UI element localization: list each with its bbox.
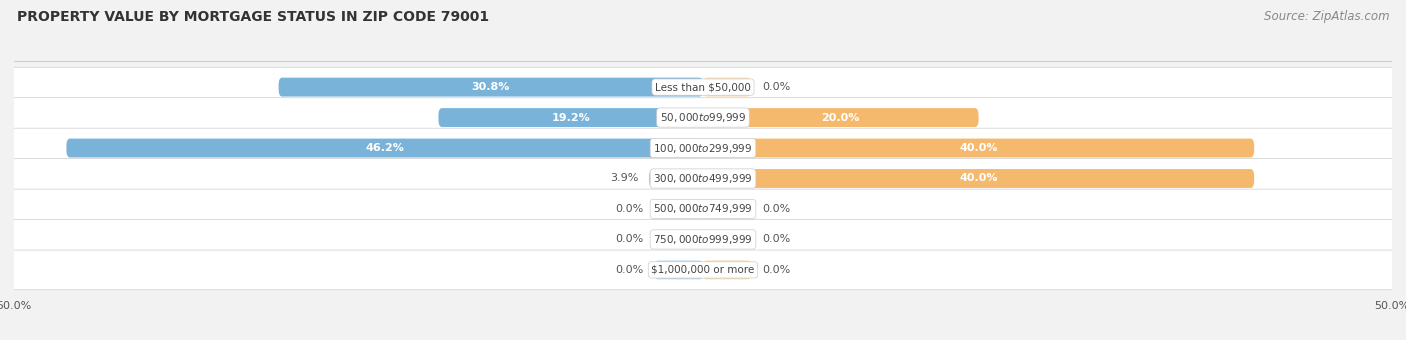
FancyBboxPatch shape: [655, 260, 703, 279]
FancyBboxPatch shape: [703, 139, 1254, 157]
Text: $1,000,000 or more: $1,000,000 or more: [651, 265, 755, 275]
FancyBboxPatch shape: [0, 67, 1406, 107]
Text: 0.0%: 0.0%: [762, 82, 790, 92]
Text: $500,000 to $749,999: $500,000 to $749,999: [654, 202, 752, 216]
Text: 0.0%: 0.0%: [616, 204, 644, 214]
Text: $50,000 to $99,999: $50,000 to $99,999: [659, 111, 747, 124]
FancyBboxPatch shape: [0, 98, 1406, 137]
FancyBboxPatch shape: [703, 169, 1254, 188]
FancyBboxPatch shape: [703, 260, 751, 279]
FancyBboxPatch shape: [0, 250, 1406, 290]
Text: 0.0%: 0.0%: [762, 204, 790, 214]
FancyBboxPatch shape: [0, 189, 1406, 229]
Text: Source: ZipAtlas.com: Source: ZipAtlas.com: [1264, 10, 1389, 23]
Text: $300,000 to $499,999: $300,000 to $499,999: [654, 172, 752, 185]
Text: 19.2%: 19.2%: [551, 113, 591, 122]
Text: 0.0%: 0.0%: [616, 265, 644, 275]
FancyBboxPatch shape: [703, 200, 751, 218]
FancyBboxPatch shape: [655, 230, 703, 249]
FancyBboxPatch shape: [703, 78, 751, 97]
Text: $100,000 to $299,999: $100,000 to $299,999: [654, 141, 752, 155]
Text: 46.2%: 46.2%: [366, 143, 404, 153]
FancyBboxPatch shape: [439, 108, 703, 127]
Text: PROPERTY VALUE BY MORTGAGE STATUS IN ZIP CODE 79001: PROPERTY VALUE BY MORTGAGE STATUS IN ZIP…: [17, 10, 489, 24]
Text: 3.9%: 3.9%: [610, 173, 638, 184]
FancyBboxPatch shape: [655, 200, 703, 218]
Text: 40.0%: 40.0%: [959, 173, 998, 184]
FancyBboxPatch shape: [0, 220, 1406, 259]
Text: 0.0%: 0.0%: [762, 265, 790, 275]
FancyBboxPatch shape: [278, 78, 703, 97]
FancyBboxPatch shape: [650, 169, 703, 188]
Text: $750,000 to $999,999: $750,000 to $999,999: [654, 233, 752, 246]
Text: 0.0%: 0.0%: [616, 235, 644, 244]
FancyBboxPatch shape: [703, 230, 751, 249]
Text: Less than $50,000: Less than $50,000: [655, 82, 751, 92]
FancyBboxPatch shape: [0, 128, 1406, 168]
FancyBboxPatch shape: [703, 108, 979, 127]
Text: 0.0%: 0.0%: [762, 235, 790, 244]
FancyBboxPatch shape: [0, 159, 1406, 198]
Text: 40.0%: 40.0%: [959, 143, 998, 153]
FancyBboxPatch shape: [66, 139, 703, 157]
Text: 20.0%: 20.0%: [821, 113, 860, 122]
Text: 30.8%: 30.8%: [471, 82, 510, 92]
